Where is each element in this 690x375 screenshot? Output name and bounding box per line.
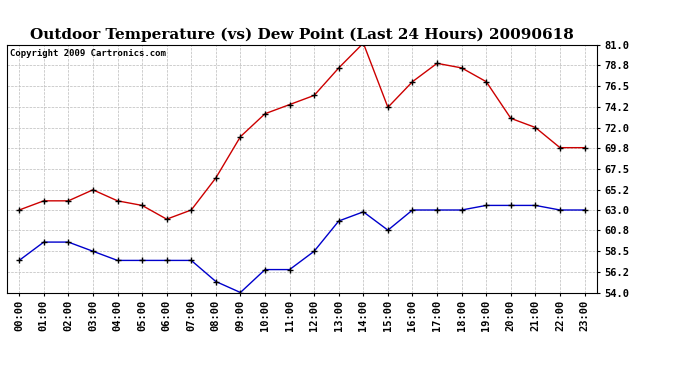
Text: Copyright 2009 Cartronics.com: Copyright 2009 Cartronics.com: [10, 49, 166, 58]
Title: Outdoor Temperature (vs) Dew Point (Last 24 Hours) 20090618: Outdoor Temperature (vs) Dew Point (Last…: [30, 28, 574, 42]
